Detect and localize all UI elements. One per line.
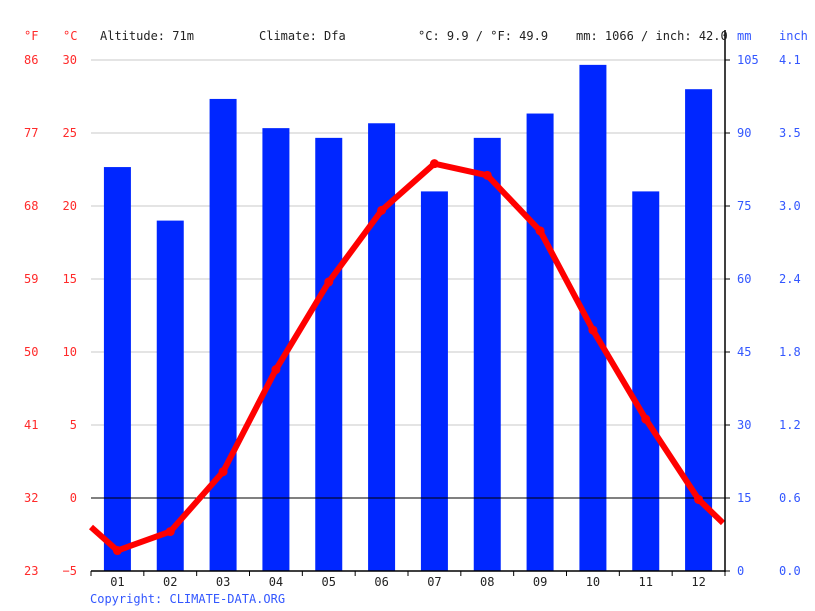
temperature-point xyxy=(641,414,651,424)
inch-tick-label: 0.6 xyxy=(779,491,801,505)
temperature-point xyxy=(694,494,704,504)
inch-tick-label: 4.1 xyxy=(779,53,801,67)
precipitation-bar xyxy=(103,167,131,572)
mm-tick-label: 90 xyxy=(737,126,751,140)
month-label: 11 xyxy=(639,575,653,589)
unit-inch-label: inch xyxy=(779,29,808,43)
month-label: 06 xyxy=(374,575,388,589)
average-temperature-label: °C: 9.9 / °F: 49.9 xyxy=(418,29,548,43)
celsius-tick-label: 10 xyxy=(63,345,77,359)
fahrenheit-tick-label: 50 xyxy=(24,345,38,359)
mm-tick-label: 45 xyxy=(737,345,751,359)
temperature-point xyxy=(482,170,492,180)
precipitation-bar xyxy=(315,137,343,571)
celsius-tick-label: 30 xyxy=(63,53,77,67)
month-label: 03 xyxy=(216,575,230,589)
inch-tick-label: 1.2 xyxy=(779,418,801,432)
mm-tick-label: 30 xyxy=(737,418,751,432)
celsius-tick-label: 5 xyxy=(70,418,77,432)
celsius-tick-label: 0 xyxy=(70,491,77,505)
month-label: 07 xyxy=(427,575,441,589)
precipitation-bar xyxy=(156,220,184,571)
month-label: 10 xyxy=(586,575,600,589)
month-label: 04 xyxy=(269,575,283,589)
temperature-point xyxy=(218,467,228,477)
unit-mm-label: mm xyxy=(737,29,751,43)
copyright-link[interactable]: Copyright: CLIMATE-DATA.ORG xyxy=(90,592,285,606)
axes: 86 30 105 4.177 25 90 3.568 20 75 3.059 15 60 2.450 1… xyxy=(24,30,801,589)
inch-tick-label: 1.8 xyxy=(779,345,801,359)
mm-tick-label: 0 xyxy=(737,564,744,578)
temperature-line xyxy=(89,159,726,556)
precipitation-bar xyxy=(473,137,501,571)
inch-tick-label: 0.0 xyxy=(779,564,801,578)
inch-tick-label: 3.5 xyxy=(779,126,801,140)
precipitation-bar xyxy=(420,191,448,571)
temperature-point xyxy=(429,159,439,169)
fahrenheit-tick-label: 41 xyxy=(24,418,38,432)
fahrenheit-tick-label: 86 xyxy=(24,53,38,67)
precipitation-bar xyxy=(526,113,554,572)
fahrenheit-tick-label: 23 xyxy=(24,564,38,578)
precipitation-bars xyxy=(103,64,713,572)
mm-tick-label: 15 xyxy=(737,491,751,505)
temperature-point xyxy=(165,527,175,537)
celsius-tick-label: 20 xyxy=(63,199,77,213)
fahrenheit-tick-label: 59 xyxy=(24,272,38,286)
celsius-tick-label: −5 xyxy=(63,564,77,578)
precipitation-bar xyxy=(209,98,237,571)
mm-tick-label: 60 xyxy=(737,272,751,286)
unit-fahrenheit-label: °F xyxy=(24,29,38,43)
temperature-polyline xyxy=(89,160,726,554)
mm-tick-label: 105 xyxy=(737,53,759,67)
celsius-tick-label: 15 xyxy=(63,272,77,286)
climate-label: Climate: Dfa xyxy=(259,29,346,43)
temperature-point xyxy=(271,365,281,375)
month-label: 09 xyxy=(533,575,547,589)
precipitation-bar xyxy=(368,123,396,572)
temperature-point xyxy=(535,226,545,236)
inch-tick-label: 2.4 xyxy=(779,272,801,286)
fahrenheit-tick-label: 68 xyxy=(24,199,38,213)
gridlines xyxy=(91,59,725,499)
fahrenheit-tick-label: 32 xyxy=(24,491,38,505)
temperature-point xyxy=(588,325,598,335)
inch-tick-label: 3.0 xyxy=(779,199,801,213)
temperature-point xyxy=(324,277,334,287)
mm-tick-label: 75 xyxy=(737,199,751,213)
month-label: 12 xyxy=(691,575,705,589)
celsius-tick-label: 25 xyxy=(63,126,77,140)
precipitation-total-label: mm: 1066 / inch: 42.0 xyxy=(576,29,728,43)
temperature-point xyxy=(377,205,387,215)
altitude-label: Altitude: 71m xyxy=(100,29,194,43)
unit-celsius-label: °C xyxy=(63,29,77,43)
temperature-point xyxy=(112,546,122,556)
precipitation-bar xyxy=(632,191,660,571)
month-label: 08 xyxy=(480,575,494,589)
month-label: 02 xyxy=(163,575,177,589)
fahrenheit-tick-label: 77 xyxy=(24,126,38,140)
month-label: 05 xyxy=(322,575,336,589)
month-label: 01 xyxy=(110,575,124,589)
